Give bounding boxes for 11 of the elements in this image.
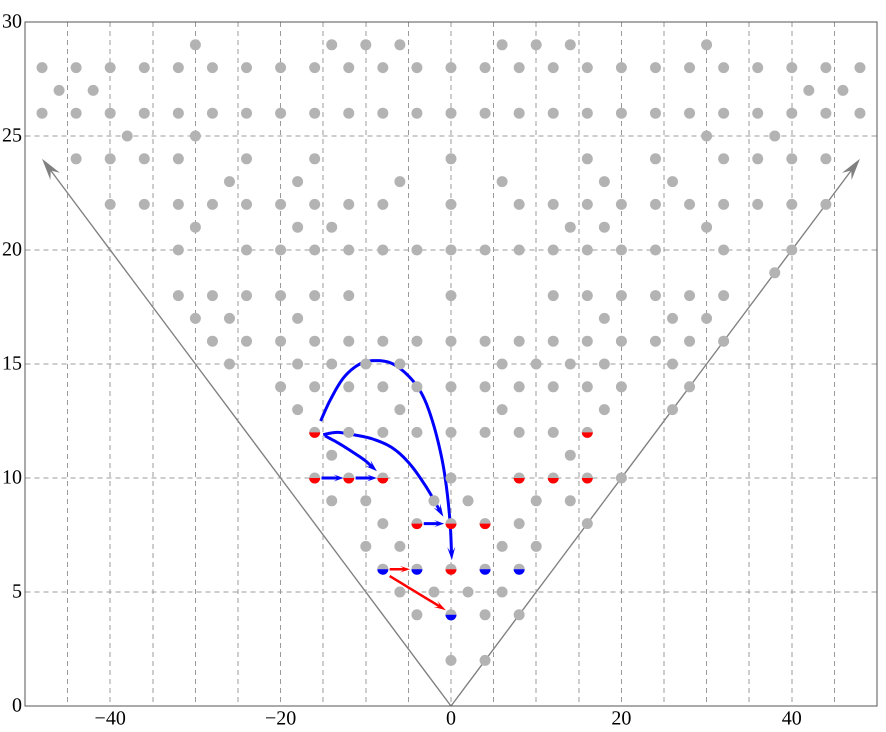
x-tick-label: −40 <box>94 707 126 730</box>
x-tick-label: 0 <box>446 707 456 730</box>
y-tick-label: 30 <box>2 10 22 32</box>
y-tick-label: 15 <box>2 352 22 374</box>
y-tick-label: 5 <box>12 580 22 602</box>
x-tick-label: 40 <box>782 707 802 730</box>
x-tick-label: −20 <box>264 707 296 730</box>
y-tick-label: 10 <box>2 466 22 488</box>
y-tick-label: 25 <box>2 124 22 146</box>
x-tick-label: 20 <box>611 707 632 730</box>
y-tick-label: 20 <box>2 238 22 260</box>
